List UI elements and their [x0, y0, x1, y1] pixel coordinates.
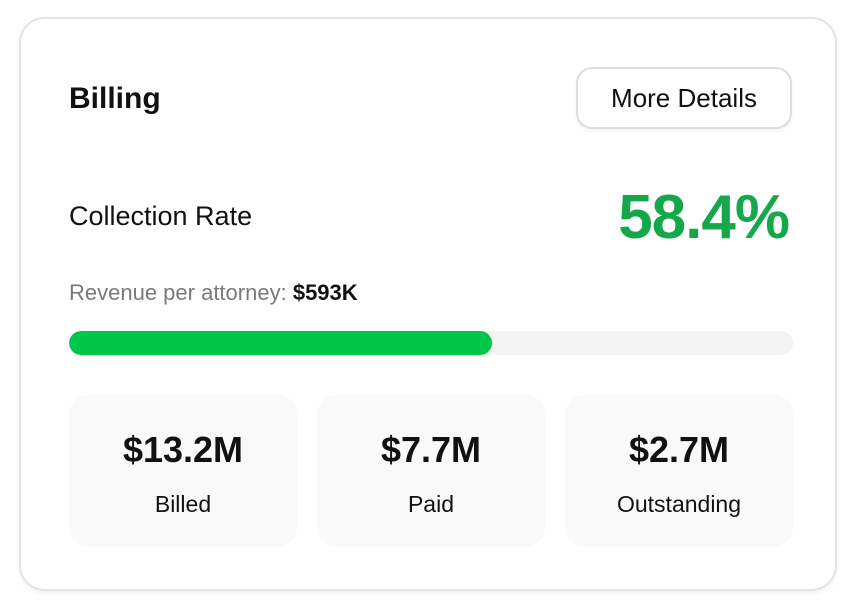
stat-label: Billed [154, 491, 212, 517]
stat-label: Paid [407, 491, 455, 517]
more-details-button[interactable]: More Details [576, 67, 792, 129]
revenue-label: Revenue per attorney: [69, 280, 287, 305]
stat-value: $13.2M [122, 429, 244, 470]
revenue-value: $593K [292, 280, 358, 305]
collection-rate-value: 58.4% [618, 183, 790, 252]
stat-value: $7.7M [380, 429, 482, 470]
stat-outstanding: $2.7M Outstanding [565, 395, 793, 547]
stat-billed: $13.2M Billed [69, 395, 297, 547]
collection-progress-bar [69, 331, 793, 355]
stat-label: Outstanding [616, 491, 742, 517]
billing-card: Billing More Details Collection Rate 58.… [19, 17, 837, 591]
collection-progress-fill [69, 331, 492, 355]
stat-value: $2.7M [628, 429, 730, 470]
stat-paid: $7.7M Paid [317, 395, 545, 547]
card-title: Billing [69, 82, 161, 115]
collection-rate-label: Collection Rate [69, 201, 253, 231]
revenue-per-attorney: Revenue per attorney: $593K [69, 279, 358, 307]
